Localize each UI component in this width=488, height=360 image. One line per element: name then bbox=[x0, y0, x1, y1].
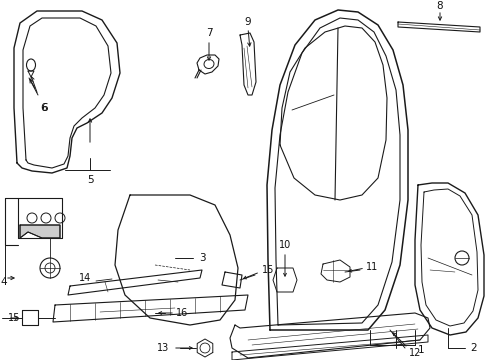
Text: 7: 7 bbox=[205, 28, 212, 38]
Text: 15: 15 bbox=[8, 313, 20, 323]
Text: 2: 2 bbox=[469, 343, 476, 353]
Text: 5: 5 bbox=[86, 175, 93, 185]
Text: 9: 9 bbox=[244, 17, 251, 27]
Text: 4: 4 bbox=[0, 277, 7, 287]
Text: 14: 14 bbox=[79, 273, 91, 283]
Text: 3: 3 bbox=[198, 253, 205, 263]
Text: 6: 6 bbox=[41, 103, 47, 113]
Text: 12: 12 bbox=[408, 348, 420, 358]
Text: 1: 1 bbox=[417, 345, 424, 355]
Text: 6: 6 bbox=[41, 103, 48, 113]
Text: 10: 10 bbox=[278, 240, 290, 250]
Text: 8: 8 bbox=[436, 1, 443, 11]
Polygon shape bbox=[20, 225, 60, 238]
Text: 11: 11 bbox=[365, 262, 377, 272]
Text: 16: 16 bbox=[176, 308, 188, 318]
Text: 13: 13 bbox=[157, 343, 169, 353]
Text: 15: 15 bbox=[261, 265, 274, 275]
